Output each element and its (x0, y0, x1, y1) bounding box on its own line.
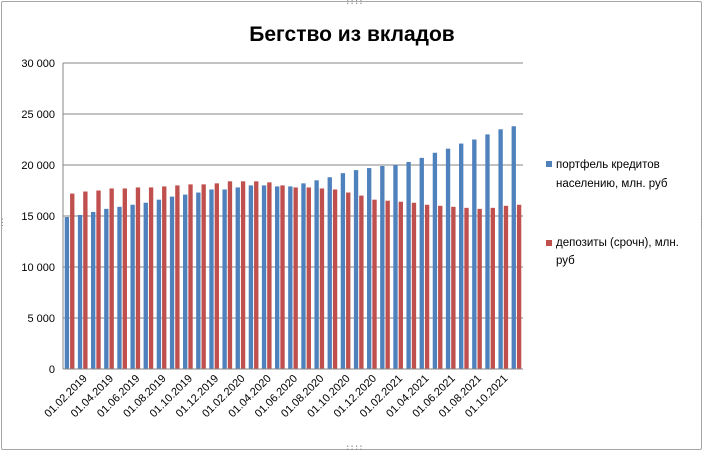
bar-loans (77, 214, 83, 369)
bar-deposits (372, 199, 377, 369)
bar-loans (275, 186, 280, 369)
y-tick-label: 20 000 (21, 160, 55, 172)
legend-label-deposits-line1: депозиты (срочн), млн. (556, 237, 679, 249)
bars (64, 126, 522, 370)
y-axis: 0 5 000 10 000 15 000 20 000 25 000 30 000 (21, 58, 523, 376)
bar-deposits (201, 184, 206, 369)
bar-deposits (240, 181, 246, 369)
bar-loans (196, 192, 201, 369)
bar-loans (485, 134, 490, 369)
bar-deposits (385, 200, 390, 369)
bar-loans (143, 202, 148, 369)
bar-deposits (280, 185, 285, 369)
legend-swatch-loans (546, 161, 552, 167)
bar-deposits (188, 184, 193, 369)
bar-deposits (411, 202, 417, 369)
bar-loans (472, 139, 477, 369)
bar-loans (353, 170, 359, 369)
legend-label-loans-line2: населению, млн. руб (556, 178, 668, 190)
bar-loans (248, 185, 254, 369)
bar-loans (130, 204, 135, 369)
resize-handle-bottom[interactable]: :::: (345, 443, 364, 453)
bar-deposits (122, 188, 127, 369)
bar-deposits (332, 189, 338, 369)
bar-loans (288, 186, 293, 369)
bar-loans (91, 211, 96, 369)
bar-deposits (254, 181, 259, 369)
bar-loans (301, 183, 306, 369)
y-tick-label: 5 000 (27, 313, 55, 325)
y-tick-label: 25 000 (21, 109, 55, 121)
bar-loans (432, 152, 438, 369)
bar-deposits (96, 190, 101, 369)
bar-deposits (70, 193, 75, 369)
bar-loans (498, 129, 503, 369)
bar-deposits (438, 205, 443, 369)
bar-loans (445, 148, 451, 369)
bar-deposits (306, 187, 311, 369)
y-tick-label: 10 000 (21, 262, 55, 274)
y-tick-label: 30 000 (21, 58, 55, 70)
bar-deposits (346, 192, 351, 369)
bar-loans (183, 194, 188, 369)
bar-deposits (477, 208, 482, 369)
bar-deposits (516, 204, 522, 369)
bar-deposits (451, 206, 456, 369)
bar-deposits (267, 182, 272, 369)
bar-deposits (464, 207, 469, 369)
bar-loans (367, 168, 372, 369)
bar-deposits (359, 195, 364, 369)
bar-deposits (162, 186, 167, 369)
resize-handle-top[interactable]: :::: (345, 0, 364, 7)
bar-deposits (503, 205, 509, 369)
bar-loans (64, 217, 70, 369)
bar-loans (380, 166, 385, 369)
bar-loans (511, 126, 516, 370)
bar-deposits (148, 187, 154, 369)
bar-deposits (319, 188, 325, 369)
bar-loans (209, 189, 214, 369)
bar-loans (261, 185, 267, 369)
bar-deposits (83, 191, 88, 369)
resize-handle-right[interactable]: ⋮ (697, 218, 703, 228)
legend: портфель кредитов населению, млн. руб де… (546, 159, 679, 267)
bar-loans (235, 187, 240, 369)
legend-label-deposits-line2: руб (556, 255, 575, 267)
bar-loans (393, 165, 398, 369)
y-tick-label: 15 000 (21, 211, 55, 223)
resize-handle-left[interactable]: ⋮ (0, 218, 7, 228)
bar-loans (327, 177, 332, 369)
bar-loans (340, 173, 346, 369)
bar-loans (169, 196, 175, 369)
legend-label-loans-line1: портфель кредитов (556, 159, 660, 171)
bar-deposits (490, 207, 495, 369)
bar-deposits (398, 201, 403, 369)
bar-loans (156, 199, 162, 369)
chart-title: Бегство из вкладов (249, 23, 455, 46)
bar-loans (419, 157, 424, 369)
bar-loans (459, 143, 464, 369)
x-axis: 01.02.201901.04.201901.06.201901.08.2019… (42, 373, 510, 420)
bar-loans (222, 189, 227, 369)
bar-deposits (424, 204, 430, 369)
legend-swatch-deposits (546, 240, 552, 246)
bar-deposits (293, 187, 298, 369)
bar-deposits (135, 187, 141, 369)
bar-loans (104, 208, 109, 369)
bar-deposits (214, 183, 219, 369)
bar-deposits (227, 181, 233, 369)
bar-loans (117, 206, 122, 369)
bar-deposits (175, 185, 180, 369)
y-tick-label: 0 (49, 364, 55, 376)
bar-loans (314, 180, 319, 369)
bar-loans (406, 161, 411, 369)
bar-deposits (109, 188, 114, 369)
